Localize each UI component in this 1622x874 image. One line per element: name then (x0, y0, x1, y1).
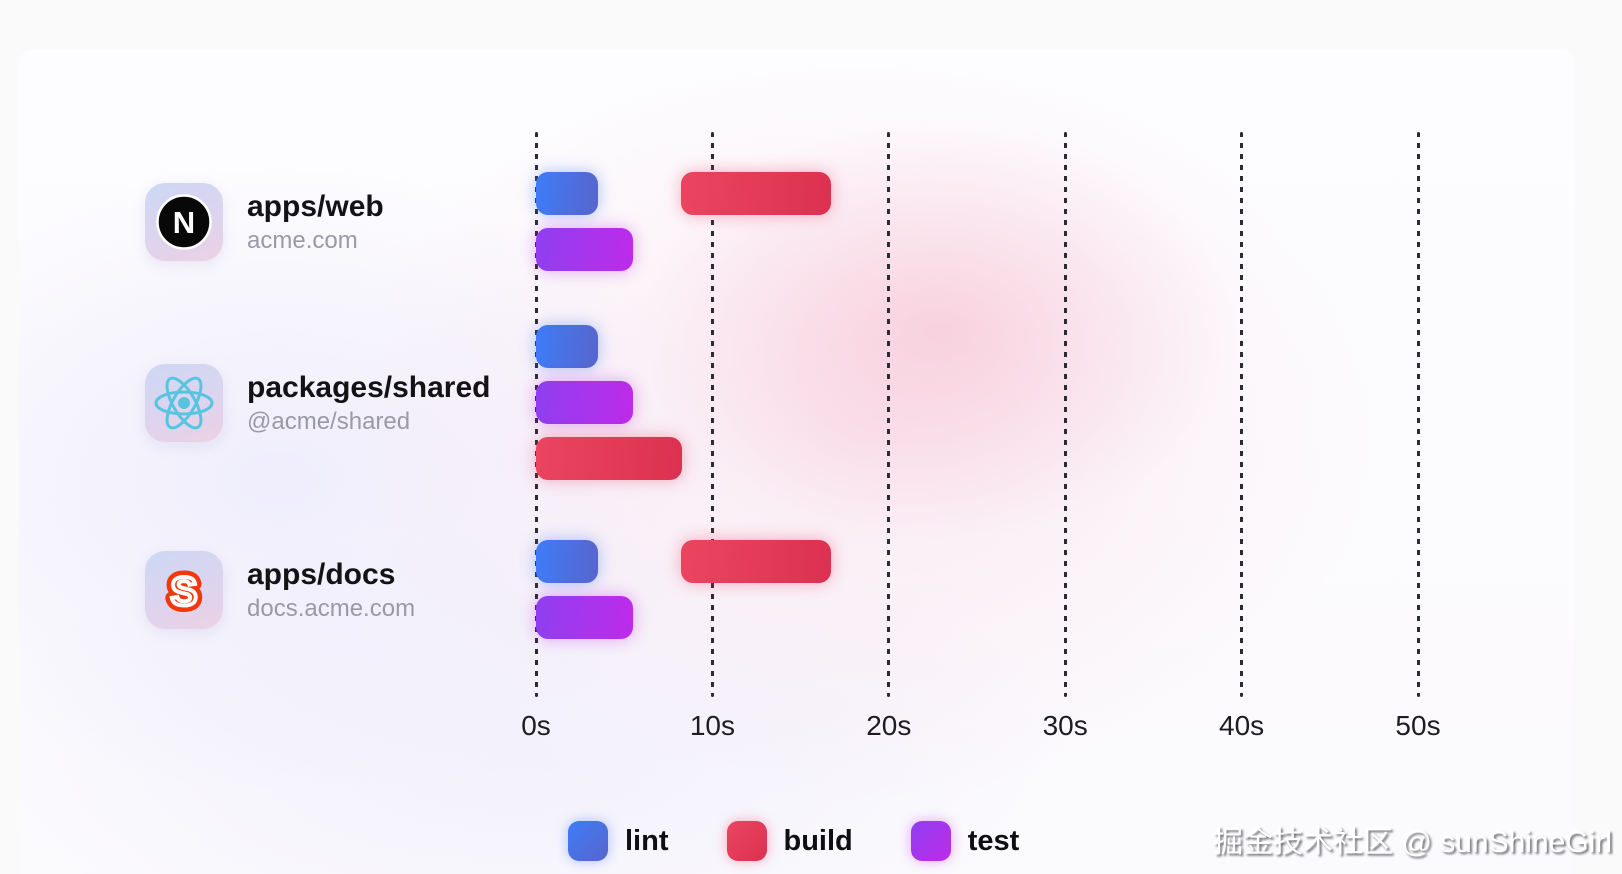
legend-label-build: build (783, 824, 853, 857)
project-domain: @acme/shared (247, 407, 411, 435)
task-bar-test (536, 228, 634, 271)
nextjs-icon: N (156, 193, 212, 250)
tick-label-20s: 20s (866, 710, 912, 741)
task-bar-test (536, 381, 634, 424)
project-domain: docs.acme.com (247, 594, 416, 622)
project-label-block: packages/shared @acme/shared (247, 370, 490, 434)
legend-swatch-lint (568, 821, 608, 861)
task-bar-lint (536, 172, 598, 215)
legend-item-test: test (910, 821, 1020, 861)
tick-label-40s: 40s (1219, 710, 1265, 741)
tick-label-50s: 50s (1395, 710, 1441, 741)
svg-text:S: S (171, 570, 198, 614)
project-name: packages/shared (247, 370, 491, 404)
task-bar-build (536, 437, 683, 480)
legend-item-build: build (726, 821, 853, 861)
gridline-20s (887, 132, 891, 697)
legend-label-test: test (967, 824, 1020, 857)
task-bar-test (536, 596, 634, 639)
legend-swatch-test (910, 821, 951, 861)
svg-text:S: S (171, 570, 198, 614)
svelte-icon: SS (164, 563, 204, 620)
gridline-10s (710, 132, 714, 697)
task-bar-lint (536, 540, 598, 583)
legend-item-lint: lint (568, 821, 669, 861)
gridline-50s (1416, 132, 1420, 697)
tick-label-30s: 30s (1042, 710, 1088, 741)
project-label-block: apps/web acme.com (247, 189, 384, 253)
react-icon (154, 376, 214, 429)
legend-label-lint: lint (625, 824, 669, 857)
project-label-block: apps/docs docs.acme.com (247, 557, 415, 621)
project-name: apps/web (247, 189, 384, 223)
legend: lint build test (568, 821, 1019, 861)
gridline-40s (1240, 132, 1244, 697)
task-bar-build (680, 172, 831, 215)
task-bar-lint (536, 325, 598, 368)
svg-text:N: N (173, 205, 195, 240)
gridline-30s (1063, 132, 1067, 697)
tick-label-0s: 0s (521, 710, 551, 741)
project-domain: acme.com (247, 226, 358, 254)
tick-label-10s: 10s (689, 710, 735, 741)
task-bar-build (680, 540, 831, 583)
watermark: 掘金技术社区 @ sunShineGirl (1213, 826, 1612, 859)
project-name: apps/docs (247, 557, 396, 591)
legend-swatch-build (726, 821, 767, 861)
project-icon-tile: N (145, 182, 223, 261)
project-icon-tile (145, 363, 223, 442)
